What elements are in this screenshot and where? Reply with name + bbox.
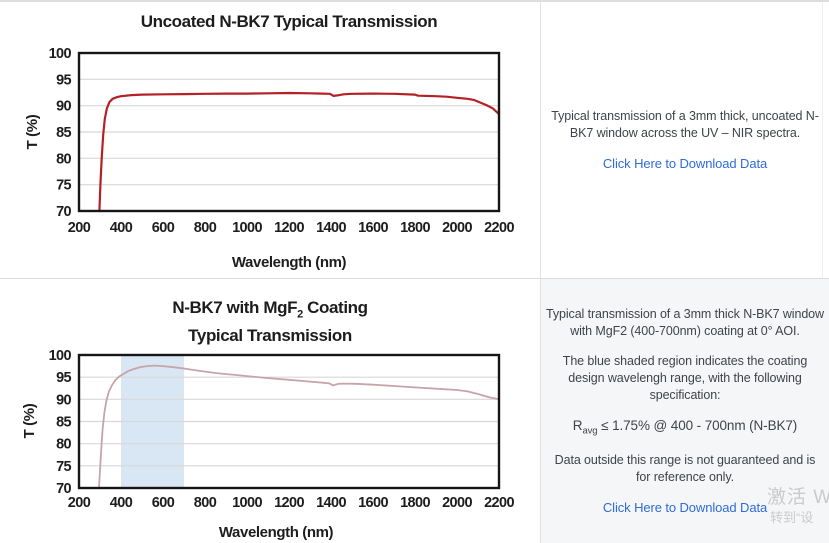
svg-text:100: 100 — [49, 46, 72, 62]
svg-text:85: 85 — [56, 415, 71, 431]
svg-text:70: 70 — [56, 204, 71, 220]
svg-text:1200: 1200 — [274, 220, 304, 236]
activate-windows-watermark-subtext: 转到“设 — [770, 510, 814, 525]
svg-text:90: 90 — [56, 99, 71, 115]
coated-description-cell: Typical transmission of a 3mm thick N-BK… — [541, 279, 829, 543]
svg-text:600: 600 — [152, 220, 175, 236]
uncoated-description-text: Typical transmission of a 3mm thick, unc… — [551, 109, 819, 140]
uncoated-transmission-chart: 70 75 80 85 90 95 100 200 400 600 800 1000 1200 1400 1… — [24, 46, 515, 271]
svg-text:1400: 1400 — [316, 220, 346, 236]
svg-text:800: 800 — [194, 495, 217, 511]
svg-text:400: 400 — [110, 220, 133, 236]
coated-chart-title-line1: N-BK7 with MgF2 Coating — [172, 298, 368, 321]
uncoated-download-data-link[interactable]: Click Here to Download Data — [602, 156, 768, 171]
shaded-region-note-text: The blue shaded region indicates the coa… — [562, 353, 808, 402]
svg-text:Wavelength (nm): Wavelength (nm) — [219, 524, 334, 541]
svg-text:95: 95 — [56, 370, 71, 386]
svg-text:2000: 2000 — [442, 495, 472, 511]
svg-text:Wavelength (nm): Wavelength (nm) — [232, 254, 347, 271]
table-top-border — [0, 0, 829, 2]
row-divider — [0, 278, 829, 279]
svg-text:2000: 2000 — [442, 220, 472, 236]
svg-text:200: 200 — [68, 220, 91, 236]
svg-text:1800: 1800 — [400, 495, 430, 511]
svg-text:100: 100 — [49, 348, 72, 364]
svg-text:1400: 1400 — [316, 495, 346, 511]
coated-transmission-chart: 70 75 80 85 90 95 100 200 400 600 800 1000 1200 1400 1… — [21, 348, 515, 541]
svg-text:95: 95 — [56, 72, 71, 88]
svg-text:200: 200 — [68, 495, 91, 511]
svg-text:400: 400 — [110, 495, 133, 511]
svg-text:85: 85 — [56, 125, 71, 141]
svg-text:75: 75 — [56, 178, 71, 194]
svg-text:1000: 1000 — [232, 495, 262, 511]
svg-text:1000: 1000 — [232, 220, 262, 236]
svg-text:70: 70 — [56, 481, 71, 497]
coated-description-text: Typical transmission of a 3mm thick N-BK… — [546, 306, 824, 338]
svg-text:80: 80 — [56, 437, 71, 453]
column-divider — [540, 2, 541, 543]
svg-text:75: 75 — [56, 459, 71, 475]
svg-text:80: 80 — [56, 151, 71, 167]
activate-windows-watermark: 激活 W — [767, 487, 829, 508]
svg-text:1600: 1600 — [358, 495, 388, 511]
svg-text:1800: 1800 — [400, 220, 430, 236]
uncoated-chart-title: Uncoated N-BK7 Typical Transmission — [140, 12, 438, 31]
coated-download-data-link[interactable]: Click Here to Download Data — [602, 500, 768, 516]
reference-only-note-text: Data outside this range is not guarantee… — [554, 453, 816, 485]
svg-text:1200: 1200 — [274, 495, 304, 511]
svg-text:2200: 2200 — [484, 495, 514, 511]
svg-text:600: 600 — [152, 495, 175, 511]
coated-chart-title: N-BK7 with MgF2 Coating Typical Transmis… — [0, 297, 540, 346]
svg-text:1600: 1600 — [358, 220, 388, 236]
coated-chart-title-line2: Typical Transmission — [188, 326, 352, 346]
svg-text:90: 90 — [56, 392, 71, 408]
svg-text:T (%): T (%) — [21, 403, 38, 438]
svg-text:2200: 2200 — [484, 220, 514, 236]
table-right-border — [822, 2, 823, 278]
uncoated-description-cell: Typical transmission of a 3mm thick, unc… — [541, 2, 829, 278]
svg-text:800: 800 — [194, 220, 217, 236]
reflectance-spec-text: Ravg ≤ 1.75% @ 400 - 700nm (N-BK7) — [572, 417, 798, 437]
svg-text:T (%): T (%) — [24, 114, 41, 149]
